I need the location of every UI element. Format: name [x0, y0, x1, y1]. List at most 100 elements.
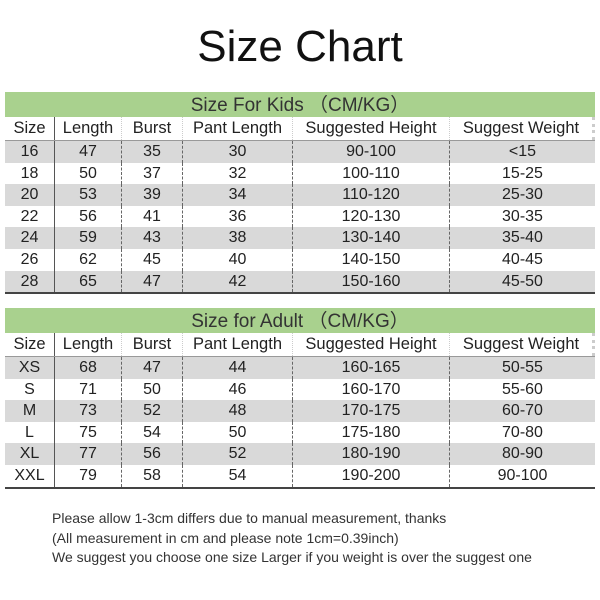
table-cell: 190-200 — [293, 464, 450, 487]
table-cell: 54 — [183, 464, 293, 487]
table-cell: 60-70 — [502, 402, 543, 420]
table-cell: 47 — [122, 270, 183, 293]
table-cell: 75 — [55, 421, 122, 444]
table-cell: 48 — [183, 400, 293, 422]
table-cell: 16 — [5, 141, 55, 163]
table-cell: <15 — [508, 143, 537, 160]
table-cell: 36 — [183, 205, 293, 228]
table-cell: 52 — [122, 400, 183, 422]
table-cell: 35 — [122, 141, 183, 163]
table-cell: 39 — [122, 184, 183, 206]
column-header: Burst — [122, 117, 183, 140]
column-header: Burst — [122, 333, 183, 356]
table-cell: 59 — [55, 227, 122, 249]
table-cell: 25-30 — [502, 186, 543, 204]
table-cell: 52 — [183, 443, 293, 465]
column-header-row: Size Length Burst Pant Length Suggested Heig… — [5, 333, 595, 357]
table-cell: 50 — [183, 421, 293, 444]
table-cell: 41 — [122, 205, 183, 228]
table-cell: 37 — [122, 162, 183, 185]
table-cell: 28 — [5, 270, 55, 293]
table-cell: 20 — [5, 184, 55, 206]
table-row: XXL 79 58 54 190-200 90-100 — [5, 464, 595, 487]
table-cell: 160-165 — [293, 357, 450, 379]
table-cell: 79 — [55, 464, 122, 487]
table-cell: XXL — [5, 464, 55, 487]
table-row: 16 47 35 30 90-100 <15 — [5, 141, 595, 163]
table-row: 28 65 47 42 150-160 45-50 — [5, 270, 595, 293]
adult-size-table: Size for Adult （CM/KG） Size Length Burst Pa… — [5, 308, 595, 489]
table-cell: 15-25 — [502, 164, 543, 182]
table-cell: 100-110 — [293, 162, 450, 185]
table-cell: 40 — [183, 248, 293, 271]
table-cell: 65 — [55, 270, 122, 293]
table-cell: S — [5, 378, 55, 401]
table-cell: 71 — [55, 378, 122, 401]
page-title: Size Chart — [197, 22, 403, 71]
table-cell: 42 — [183, 270, 293, 293]
table-cell: 68 — [55, 357, 122, 379]
kids-table-heading: Size For Kids （CM/KG） — [5, 92, 595, 117]
table-cell: 38 — [183, 227, 293, 249]
table-cell: 24 — [5, 227, 55, 249]
column-header: Suggest Weight — [450, 333, 595, 356]
table-cell: 50-55 — [502, 359, 543, 376]
table-cell: 53 — [55, 184, 122, 206]
table-cell: 70-80 — [502, 423, 543, 441]
table-cell: 45 — [122, 248, 183, 271]
table-cell: 120-130 — [293, 205, 450, 228]
table-cell: 50 — [55, 162, 122, 185]
table-cell: 73 — [55, 400, 122, 422]
table-row: 18 50 37 32 100-110 15-25 — [5, 162, 595, 185]
table-cell: 80-90 — [502, 445, 543, 463]
table-cell: 47 — [122, 357, 183, 379]
table-cell: 45-50 — [502, 272, 543, 290]
table-cell: 30 — [183, 141, 293, 163]
table-row: M 73 52 48 170-175 60-70 — [5, 400, 595, 422]
column-header: Size — [5, 117, 55, 140]
note-line: We suggest you choose one size Larger if… — [52, 549, 532, 565]
column-header: Length — [55, 117, 122, 140]
table-cell: M — [5, 400, 55, 422]
table-cell: 170-175 — [293, 400, 450, 422]
table-cell: 54 — [122, 421, 183, 444]
table-cell: 50 — [122, 378, 183, 401]
table-row: S 71 50 46 160-170 55-60 — [5, 378, 595, 401]
kids-size-table: Size For Kids （CM/KG） Size Length Burst Pan… — [5, 92, 595, 295]
table-cell: 140-150 — [293, 248, 450, 271]
table-cell: L — [5, 421, 55, 444]
table-row: XS 68 47 44 160-165 50-55 — [5, 357, 595, 379]
table-cell: 90-100 — [497, 466, 548, 484]
table-cell: 90-100 — [293, 141, 450, 163]
table-cell: 56 — [122, 443, 183, 465]
table-cell: 150-160 — [293, 270, 450, 293]
table-row: L 75 54 50 175-180 70-80 — [5, 421, 595, 444]
table-cell: 43 — [122, 227, 183, 249]
table-row: 24 59 43 38 130-140 35-40 — [5, 227, 595, 249]
table-cell: 18 — [5, 162, 55, 185]
column-header: Suggest Weight — [450, 117, 595, 140]
table-row: XL 77 56 52 180-190 80-90 — [5, 443, 595, 465]
note-line: Please allow 1-3cm differs due to manual… — [52, 510, 447, 526]
table-cell: 77 — [55, 443, 122, 465]
table-cell: XL — [5, 443, 55, 465]
column-header: Pant Length — [183, 117, 293, 140]
table-cell: 55-60 — [502, 380, 543, 398]
table-cell: 32 — [183, 162, 293, 185]
column-header-row: Size Length Burst Pant Length Suggested Heig… — [5, 117, 595, 141]
table-cell: 160-170 — [293, 378, 450, 401]
table-cell: XS — [5, 357, 55, 379]
table-cell: 62 — [55, 248, 122, 271]
table-cell: 40-45 — [502, 250, 543, 268]
table-cell: 22 — [5, 205, 55, 228]
table-cell: 35-40 — [502, 229, 543, 247]
table-row: 26 62 45 40 140-150 40-45 — [5, 248, 595, 271]
table-cell: 56 — [55, 205, 122, 228]
table-cell: 26 — [5, 248, 55, 271]
table-cell: 30-35 — [502, 207, 543, 225]
column-header: Suggested Height — [293, 117, 450, 140]
column-header: Pant Length — [183, 333, 293, 356]
table-cell: 58 — [122, 464, 183, 487]
table-cell: 46 — [183, 378, 293, 401]
column-header: Length — [55, 333, 122, 356]
